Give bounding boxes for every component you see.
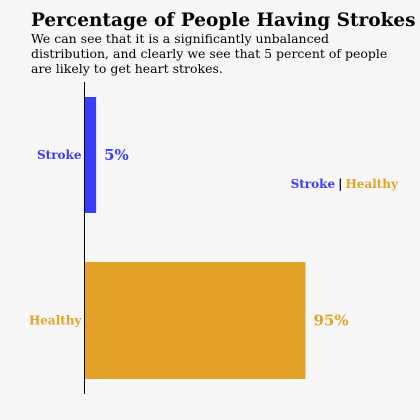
data-label-stroke: 5% [104,146,129,164]
chart-subtitle: We can see that it is a significantly un… [31,31,388,76]
bar-stroke [84,97,97,213]
legend-separator: | [338,177,343,191]
tick-label-healthy: Healthy [29,314,83,328]
data-label-healthy: 95% [314,312,349,330]
legend-item-stroke: Stroke [290,177,336,191]
chart-title: Percentage of People Having Strokes [31,10,416,31]
bar-healthy [84,262,306,379]
legend: Stroke | Healthy [291,177,398,191]
legend-item-healthy: Healthy [345,177,398,191]
tick-label-stroke: Stroke [37,148,82,162]
